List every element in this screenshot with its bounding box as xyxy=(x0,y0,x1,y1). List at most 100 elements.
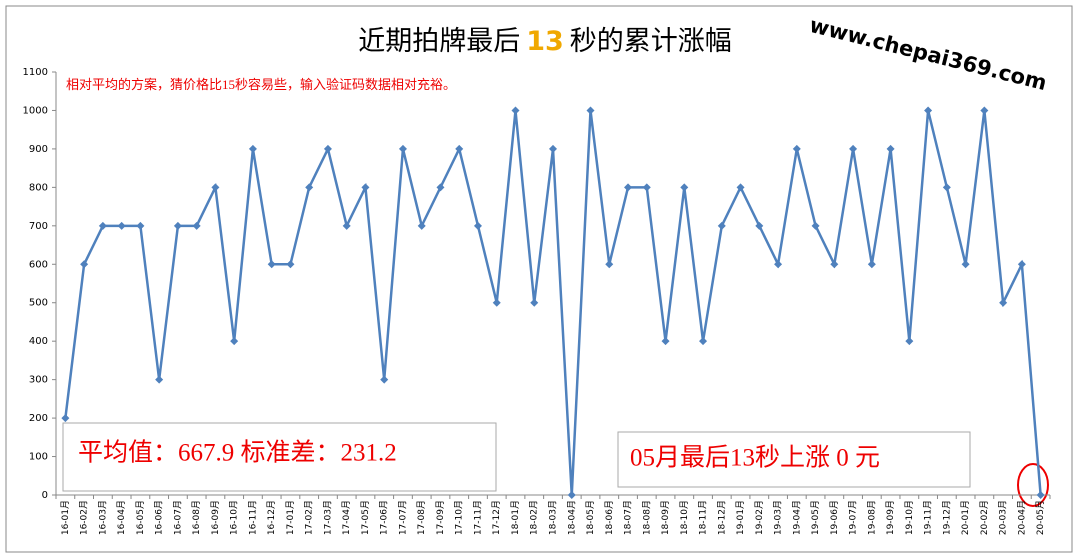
highlight-circle xyxy=(1017,463,1049,507)
x-tick-label: 19-08月 xyxy=(866,500,877,535)
x-tick-label: 17-04月 xyxy=(341,500,352,535)
y-tick-label: 500 xyxy=(29,298,48,309)
x-tick-label: 20-03月 xyxy=(998,500,1009,535)
marker xyxy=(999,298,1008,307)
x-tick-label: 16-11月 xyxy=(247,500,258,535)
x-tick-label: 18-02月 xyxy=(529,500,540,535)
marker xyxy=(811,221,820,230)
stats-text: 平均值：667.9 标准差：231.2 xyxy=(78,439,397,467)
y-tick-label: 1000 xyxy=(23,105,48,116)
x-tick-label: 17-09月 xyxy=(435,500,446,535)
marker xyxy=(1036,491,1045,499)
chart-title: 近期拍牌最后 13 秒的累计涨幅 xyxy=(358,26,732,57)
x-tick-label: 18-10月 xyxy=(679,500,690,535)
x-tick-label: 16-06月 xyxy=(154,500,165,535)
x-tick-label: 18-04月 xyxy=(566,500,577,535)
marker xyxy=(211,183,220,192)
marker xyxy=(905,337,914,346)
y-tick-label: 100 xyxy=(29,452,48,463)
x-tick-label: 19-01月 xyxy=(735,500,746,535)
marker xyxy=(398,144,407,153)
x-tick-label: 17-06月 xyxy=(379,500,390,535)
marker xyxy=(755,221,764,230)
marker xyxy=(1017,260,1026,269)
marker xyxy=(717,221,726,230)
marker xyxy=(136,221,145,230)
marker xyxy=(342,221,351,230)
x-tick-label: 17-12月 xyxy=(491,500,502,535)
x-tick-label: 19-10月 xyxy=(904,500,915,535)
y-tick-label: 400 xyxy=(29,336,48,347)
marker xyxy=(155,375,164,384)
y-tick-label: 1100 xyxy=(23,67,48,78)
marker xyxy=(323,144,332,153)
x-tick-label: 16-04月 xyxy=(116,500,127,535)
marker xyxy=(492,298,501,307)
marker xyxy=(80,260,89,269)
marker xyxy=(549,144,557,153)
marker xyxy=(455,144,464,153)
x-tick-label: 18-07月 xyxy=(623,500,634,535)
x-tick-label: 19-04月 xyxy=(791,500,802,535)
x-tick-label: 19-06月 xyxy=(829,500,840,535)
y-tick-label: 800 xyxy=(29,182,48,193)
marker xyxy=(586,106,595,115)
marker xyxy=(699,337,708,346)
x-tick-label: 19-11月 xyxy=(923,500,934,535)
y-tick-label: 0 xyxy=(42,490,48,501)
marker xyxy=(98,221,107,230)
marker xyxy=(942,183,951,192)
marker xyxy=(173,221,182,230)
x-tick-label: 19-12月 xyxy=(941,500,952,535)
x-tick-label: 20-04月 xyxy=(1016,500,1027,535)
marker xyxy=(774,260,783,269)
marker xyxy=(830,260,839,269)
marker xyxy=(661,337,670,346)
marker xyxy=(248,144,257,153)
marker xyxy=(286,260,295,269)
x-tick-label: 20-02月 xyxy=(979,500,990,535)
title-text: 秒的累计涨幅 xyxy=(570,26,732,57)
annotation: 相对平均的方案，猜价格比15秒容易些，输入验证码数据相对充裕。 xyxy=(66,77,456,92)
x-tick-label: 17-10月 xyxy=(454,500,465,535)
marker xyxy=(511,106,520,115)
y-tick-label: 200 xyxy=(29,413,48,424)
marker xyxy=(867,260,876,269)
y-tick-label: 600 xyxy=(29,259,48,270)
marker xyxy=(267,260,276,269)
x-tick-label: 17-05月 xyxy=(360,500,371,535)
x-tick-label: 18-12月 xyxy=(716,500,727,535)
marker xyxy=(436,183,445,192)
x-tick-label: 19-02月 xyxy=(754,500,765,535)
marker xyxy=(849,144,858,153)
marker xyxy=(624,183,633,192)
x-tick-label: 19-07月 xyxy=(848,500,859,535)
marker xyxy=(605,260,614,269)
x-tick-label: 17-03月 xyxy=(322,500,333,535)
marker xyxy=(886,144,895,153)
x-tick-label: 18-03月 xyxy=(548,500,559,535)
y-tick-label: 300 xyxy=(29,375,48,386)
marker xyxy=(473,221,482,230)
title-text: 近期拍牌最后 xyxy=(358,26,520,57)
x-tick-label: 16-07月 xyxy=(172,500,183,535)
x-tick-label: 16-09月 xyxy=(210,500,221,535)
x-tick-label: 16-08月 xyxy=(191,500,202,535)
marker xyxy=(567,491,576,499)
marker xyxy=(530,298,539,307)
x-tick-label: 19-09月 xyxy=(885,500,896,535)
x-tick-label: 16-10月 xyxy=(229,500,240,535)
marker xyxy=(380,375,389,384)
marker xyxy=(736,183,745,192)
x-tick-label: 17-07月 xyxy=(397,500,408,535)
x-tick-label: 16-12月 xyxy=(266,500,277,535)
note-box xyxy=(617,431,971,488)
x-tick-label: 17-01月 xyxy=(285,500,296,535)
marker xyxy=(117,221,126,230)
x-tick-label: 18-05月 xyxy=(585,500,596,535)
x-tick-label: 17-08月 xyxy=(416,500,427,535)
stats-box xyxy=(62,422,497,492)
marker xyxy=(961,260,970,269)
marker xyxy=(230,337,239,346)
